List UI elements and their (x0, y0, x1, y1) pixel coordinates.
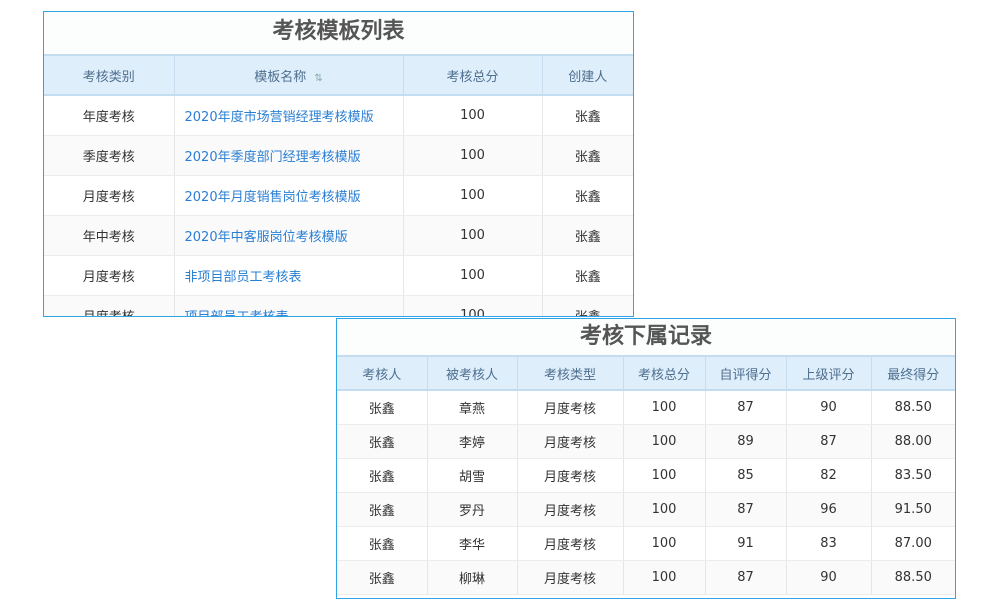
table-cell: 100 (403, 255, 543, 296)
template-name-link[interactable]: 2020年季度部门经理考核模版 (174, 135, 404, 176)
table-row: 张鑫 李婷 月度考核 100 89 87 88.00 (337, 424, 955, 459)
table-cell: 100 (623, 492, 706, 527)
table-cell: 张鑫 (542, 215, 633, 256)
table-cell: 月度考核 (44, 175, 175, 216)
template-list-panel: 考核模板列表 考核类别 模板名称 ⇅ 考核总分 创建人 年度考核 2020年度市场营… (43, 11, 634, 317)
template-name-link[interactable]: 项目部员工考核表 (174, 295, 404, 316)
table-row: 月度考核 非项目部员工考核表 100 张鑫 (44, 255, 633, 296)
table-cell: 张鑫 (337, 492, 428, 527)
template-name-link[interactable]: 2020年中客服岗位考核模版 (174, 215, 404, 256)
table-cell: 100 (403, 135, 543, 176)
table-cell: 91 (705, 526, 787, 561)
table-cell: 张鑫 (337, 526, 428, 561)
table-cell: 96 (786, 492, 872, 527)
table-cell: 张鑫 (542, 135, 633, 176)
table-cell: 100 (403, 295, 543, 316)
table-cell: 年中考核 (44, 215, 175, 256)
table-cell: 89 (705, 424, 787, 459)
table-cell: 季度考核 (44, 135, 175, 176)
table-cell: 张鑫 (337, 424, 428, 459)
table-row: 张鑫 罗丹 月度考核 100 87 96 91.50 (337, 492, 955, 527)
table-cell: 李华 (427, 526, 518, 561)
col-header[interactable]: 创建人 (542, 54, 633, 96)
table-cell: 88.50 (871, 560, 955, 595)
col-header-sortable[interactable]: 模板名称 ⇅ (174, 54, 404, 96)
table-cell: 100 (403, 215, 543, 256)
table-cell: 87 (705, 492, 787, 527)
table-row: 年中考核 2020年中客服岗位考核模版 100 张鑫 (44, 215, 633, 256)
table-cell: 87 (705, 560, 787, 595)
table-cell: 张鑫 (542, 175, 633, 216)
table-cell: 82 (786, 458, 872, 493)
col-header[interactable]: 最终得分 (871, 355, 955, 391)
col-header[interactable]: 考核类别 (44, 54, 175, 96)
table-cell: 月度考核 (517, 424, 624, 459)
col-header[interactable]: 考核总分 (403, 54, 543, 96)
table-cell: 张鑫 (542, 95, 633, 136)
table-cell: 88.50 (871, 390, 955, 425)
table-cell: 张鑫 (542, 295, 633, 316)
template-name-link[interactable]: 非项目部员工考核表 (174, 255, 404, 296)
template-name-link[interactable]: 2020年月度销售岗位考核模版 (174, 175, 404, 216)
col-header[interactable]: 考核人 (337, 355, 428, 391)
table-row: 张鑫 柳琳 月度考核 100 87 90 88.50 (337, 560, 955, 595)
template-name-link[interactable]: 2020年度市场营销经理考核模版 (174, 95, 404, 136)
table-cell: 罗丹 (427, 492, 518, 527)
table-cell: 月度考核 (517, 492, 624, 527)
table-cell: 月度考核 (517, 560, 624, 595)
table-row: 张鑫 李华 月度考核 100 91 83 87.00 (337, 526, 955, 561)
table-cell: 100 (623, 458, 706, 493)
table-cell: 李婷 (427, 424, 518, 459)
table-cell: 柳琳 (427, 560, 518, 595)
records-table: 考核人 被考核人 考核类型 考核总分 自评得分 上级评分 最终得分 张鑫 章燕 月度考核 100 8… (337, 355, 955, 595)
col-header[interactable]: 考核总分 (623, 355, 706, 391)
table-cell: 胡雪 (427, 458, 518, 493)
table-row: 月度考核 2020年月度销售岗位考核模版 100 张鑫 (44, 175, 633, 216)
template-table: 考核类别 模板名称 ⇅ 考核总分 创建人 年度考核 2020年度市场营销经理考核模版… (44, 54, 633, 316)
table-cell: 83 (786, 526, 872, 561)
col-header[interactable]: 考核类型 (517, 355, 624, 391)
table-cell: 100 (623, 424, 706, 459)
table-cell: 90 (786, 390, 872, 425)
table-cell: 90 (786, 560, 872, 595)
table-row: 张鑫 胡雪 月度考核 100 85 82 83.50 (337, 458, 955, 493)
col-header[interactable]: 被考核人 (427, 355, 518, 391)
table-cell: 87.00 (871, 526, 955, 561)
table-cell: 100 (623, 560, 706, 595)
col-header[interactable]: 自评得分 (705, 355, 787, 391)
table-cell: 87 (705, 390, 787, 425)
table-cell: 100 (623, 526, 706, 561)
table-cell: 87 (786, 424, 872, 459)
table-cell: 张鑫 (337, 560, 428, 595)
table-cell: 张鑫 (542, 255, 633, 296)
table-cell: 85 (705, 458, 787, 493)
table-cell: 年度考核 (44, 95, 175, 136)
table-cell: 83.50 (871, 458, 955, 493)
table-row: 张鑫 章燕 月度考核 100 87 90 88.50 (337, 390, 955, 425)
table-cell: 张鑫 (337, 390, 428, 425)
subordinate-records-panel: 考核下属记录 考核人 被考核人 考核类型 考核总分 自评得分 上级评分 最终得分 张鑫 章燕月… (336, 318, 956, 599)
col-header-label: 模板名称 (254, 69, 307, 85)
table-cell: 张鑫 (337, 458, 428, 493)
table-row: 年度考核 2020年度市场营销经理考核模版 100 张鑫 (44, 95, 633, 136)
panel-title: 考核下属记录 (337, 319, 955, 355)
table-cell: 91.50 (871, 492, 955, 527)
table-cell: 100 (623, 390, 706, 425)
table-cell: 月度考核 (517, 526, 624, 561)
table-cell: 月度考核 (44, 295, 175, 316)
table-row: 月度考核项目部员工考核表100张鑫 (44, 295, 633, 316)
table-cell: 章燕 (427, 390, 518, 425)
table-row: 季度考核 2020年季度部门经理考核模版 100 张鑫 (44, 135, 633, 176)
col-header[interactable]: 上级评分 (786, 355, 872, 391)
table-cell: 月度考核 (44, 255, 175, 296)
panel-title: 考核模板列表 (44, 12, 633, 54)
table-cell: 88.00 (871, 424, 955, 459)
sort-icon[interactable]: ⇅ (314, 72, 323, 84)
table-cell: 月度考核 (517, 458, 624, 493)
table-cell: 月度考核 (517, 390, 624, 425)
table-cell: 100 (403, 175, 543, 216)
table-cell: 100 (403, 95, 543, 136)
